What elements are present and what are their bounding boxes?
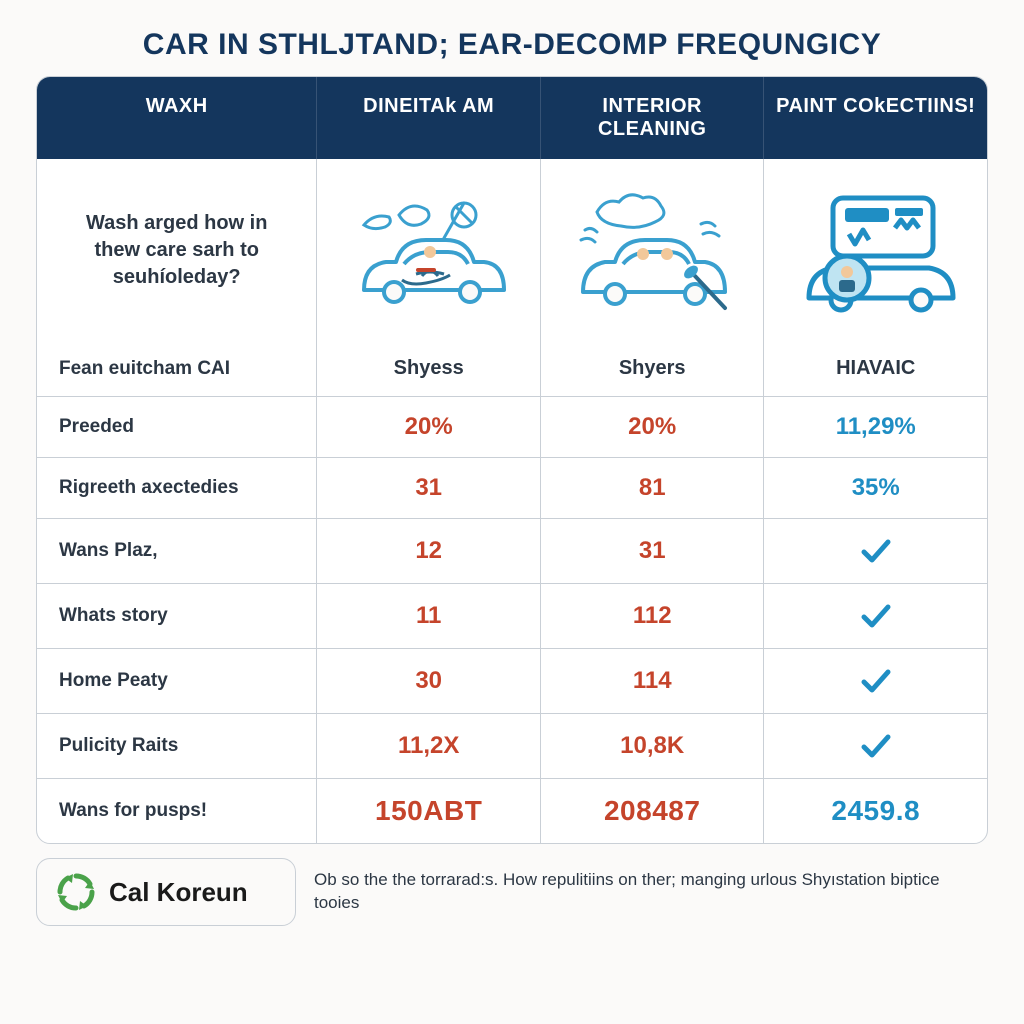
cell-value: 2459.8: [831, 795, 920, 827]
brand-box: Cal Koreun: [36, 858, 296, 926]
illustration-row: Wash arged how in thew care sarh to seuh…: [37, 159, 987, 341]
table-row: Preeded 20% 20% 11,29%: [37, 396, 987, 457]
row-label: Wans Plaz,: [37, 518, 316, 583]
table-row: Fean euitcham CAI Shyess Shyers HIAVAIC: [37, 341, 987, 396]
cell-value: 31: [415, 474, 442, 502]
cell: [763, 583, 987, 648]
cell: [763, 648, 987, 713]
cell: 31: [540, 518, 764, 583]
cell: [763, 518, 987, 583]
cell: 11: [316, 583, 540, 648]
cell-value: 11,29%: [836, 413, 916, 441]
row-label: Home Peaty: [37, 648, 316, 713]
table-row: Wans Plaz, 12 31: [37, 518, 987, 583]
cell-value: 150ABT: [375, 795, 482, 827]
cell: Shyers: [540, 341, 764, 396]
comparison-table: WAXH DINEITAk AM INTERIOR CLEANING PAINT…: [36, 76, 988, 844]
cell: Shyess: [316, 341, 540, 396]
illus-cell-1: [316, 159, 540, 341]
row-label: Preeded: [37, 396, 316, 457]
cell-value: 31: [639, 537, 666, 565]
cell: 11,29%: [763, 396, 987, 457]
cell-value: 81: [639, 474, 666, 502]
table-row: Wans for pusps! 150ABT 208487 2459.8: [37, 778, 987, 843]
table-row: Pulicity Raits 11,2X 10,8K: [37, 713, 987, 778]
cell-value: 20%: [405, 413, 453, 441]
cell-value: 35%: [852, 474, 900, 502]
illus-cell-3: [763, 159, 987, 341]
cell: 31: [316, 457, 540, 518]
cell-value: 30: [415, 667, 442, 695]
row-label: Whats story: [37, 583, 316, 648]
cell: 35%: [763, 457, 987, 518]
check-icon: [860, 665, 892, 697]
cell-value: 12: [415, 537, 442, 565]
cell: 208487: [540, 778, 764, 843]
car-driver-icon: [344, 180, 514, 320]
cell: HIAVAIC: [763, 341, 987, 396]
cell-value: Shyess: [394, 357, 464, 380]
cell-value: HIAVAIC: [836, 357, 915, 380]
row-label: Pulicity Raits: [37, 713, 316, 778]
cell: 150ABT: [316, 778, 540, 843]
table-row: Rigreeth axectedies 31 81 35%: [37, 457, 987, 518]
row-label: Wans for pusps!: [37, 778, 316, 843]
cell: 11,2X: [316, 713, 540, 778]
cell: 81: [540, 457, 764, 518]
question-text: Wash arged how in thew care sarh to seuh…: [47, 210, 306, 291]
car-wash-icon: [567, 180, 737, 320]
brand-name: Cal Koreun: [109, 877, 248, 908]
footer-text: Ob so the the torrarad:s. How repulitiin…: [314, 869, 988, 915]
cell-value: 11: [416, 602, 441, 630]
cell-value: 112: [633, 602, 672, 630]
check-icon: [860, 535, 892, 567]
cell-value: 11,2X: [398, 732, 459, 760]
cell: 112: [540, 583, 764, 648]
cell-value: 208487: [604, 795, 700, 827]
cell: 20%: [540, 396, 764, 457]
row-label: Rigreeth axectedies: [37, 457, 316, 518]
check-icon: [860, 730, 892, 762]
table-row: Home Peaty 30 114: [37, 648, 987, 713]
cell: 114: [540, 648, 764, 713]
cell: 30: [316, 648, 540, 713]
col-header-0: WAXH: [37, 77, 316, 159]
cell: 2459.8: [763, 778, 987, 843]
cell: [763, 713, 987, 778]
cell-value: 20%: [628, 413, 676, 441]
col-header-3: PAINT COkECTIINS!: [763, 77, 987, 159]
cell-value: 114: [633, 667, 672, 695]
page-title: CAR IN STHLJTAND; EAR-DECOMP FREQUNGICY: [36, 28, 988, 62]
question-cell: Wash arged how in thew care sarh to seuh…: [37, 159, 316, 341]
col-header-2: INTERIOR CLEANING: [540, 77, 764, 159]
cell: 20%: [316, 396, 540, 457]
footer: Cal Koreun Ob so the the torrarad:s. How…: [36, 858, 988, 926]
cell: 10,8K: [540, 713, 764, 778]
recycle-icon: [55, 871, 97, 913]
table-header: WAXH DINEITAk AM INTERIOR CLEANING PAINT…: [37, 77, 987, 159]
table-row: Whats story 11 112: [37, 583, 987, 648]
cell: 12: [316, 518, 540, 583]
col-header-1: DINEITAk AM: [316, 77, 540, 159]
check-icon: [860, 600, 892, 632]
cell-value: 10,8K: [620, 732, 684, 760]
row-label: Fean euitcham CAI: [37, 341, 316, 396]
car-diagnostic-icon: [791, 180, 961, 320]
illus-cell-2: [540, 159, 764, 341]
cell-value: Shyers: [619, 357, 686, 380]
